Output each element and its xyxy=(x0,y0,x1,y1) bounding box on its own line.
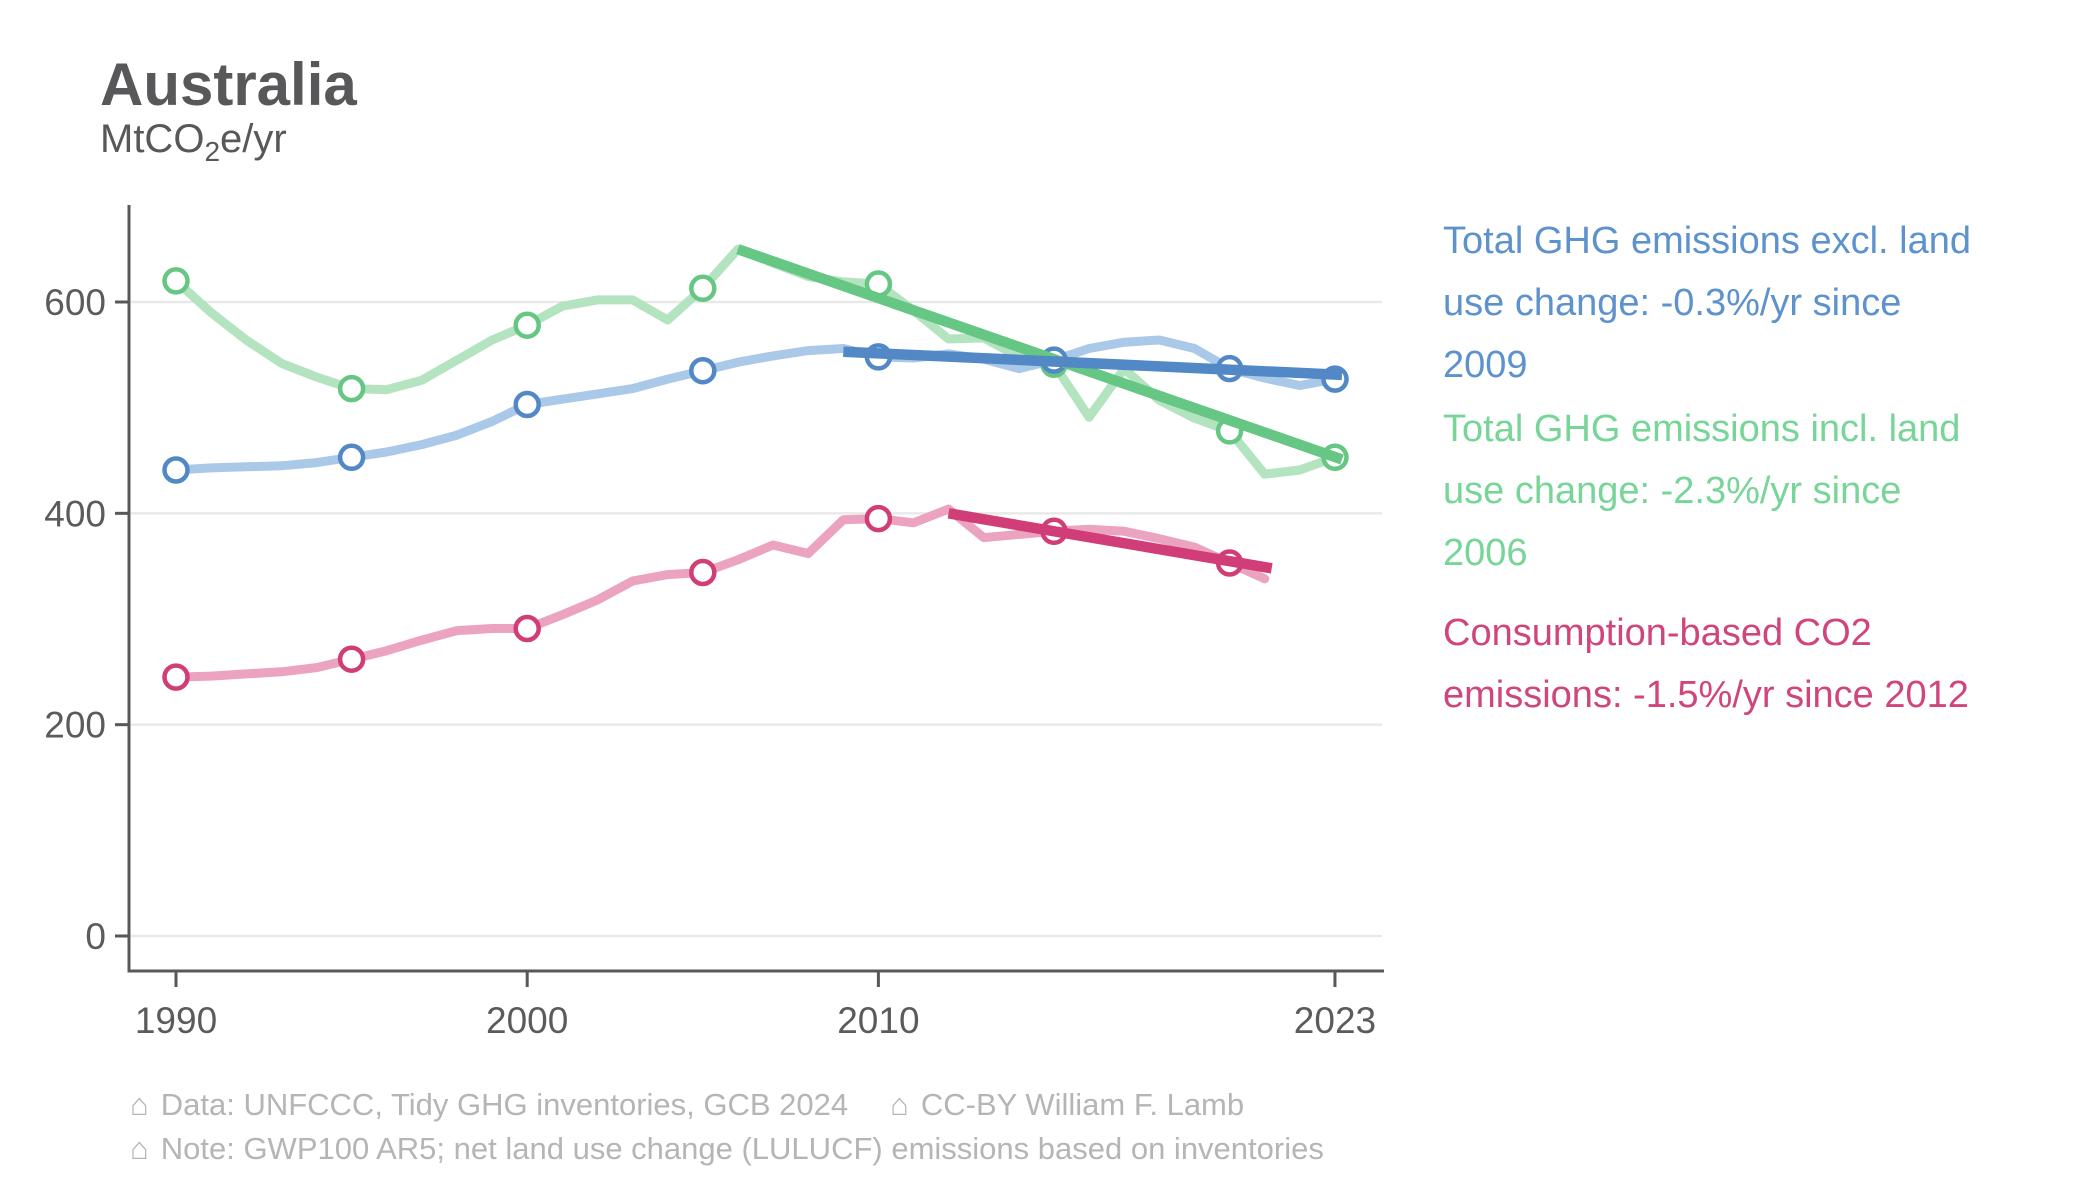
y-tick-label-600: 600 xyxy=(44,282,106,323)
unit-subscript: 2 xyxy=(204,136,221,167)
marker-total-ghg-emissions-incl-land-use-change-1995 xyxy=(337,374,366,403)
chart-title: Australia xyxy=(100,51,357,118)
legend-ghg-incl-land-use: Total GHG emissions incl. land use chang… xyxy=(1443,408,1961,574)
y-axis-ticks: 0 200 400 600 xyxy=(44,282,129,957)
axes xyxy=(127,205,1384,973)
data-line-total-ghg-emissions-excl-land-use-change xyxy=(171,335,1340,475)
marker-total-ghg-emissions-excl-land-use-change-2005 xyxy=(689,356,717,385)
unit-suffix: e/yr xyxy=(220,117,287,161)
house-icon: ⌂ xyxy=(890,1087,909,1122)
marker-total-ghg-emissions-incl-land-use-change-1990 xyxy=(162,267,190,295)
footer-notes: ⌂ Data: UNFCCC, Tidy GHG inventories, GCB… xyxy=(130,1083,1324,1171)
footer-note-text: Note: GWP100 AR5; net land use change (L… xyxy=(160,1131,1324,1166)
house-icon: ⌂ xyxy=(130,1087,149,1122)
x-tick-label-2023: 2023 xyxy=(1294,1000,1376,1041)
marker-consumption-based-co2-emissions-1995 xyxy=(337,645,366,673)
y-tick-label-200: 200 xyxy=(44,705,106,746)
marker-total-ghg-emissions-incl-land-use-change-2000 xyxy=(513,311,541,339)
trend-line-total-ghg-emissions-excl-land-use-change xyxy=(843,346,1343,381)
unit-prefix: MtCO xyxy=(100,117,205,161)
markers-consumption-based-co2-emissions xyxy=(162,504,1244,691)
trend-line-consumption-based-co2-emissions xyxy=(947,508,1273,574)
marker-consumption-based-co2-emissions-2000 xyxy=(513,614,541,643)
series-total-ghg-emissions-excl-land-use-change xyxy=(171,335,1340,475)
marker-total-ghg-emissions-excl-land-use-change-1990 xyxy=(162,456,190,484)
house-icon: ⌂ xyxy=(130,1131,149,1166)
x-tick-label-2010: 2010 xyxy=(837,1000,919,1041)
marker-consumption-based-co2-emissions-1990 xyxy=(162,663,190,691)
legend: Total GHG emissions excl. land use chang… xyxy=(1443,210,2100,726)
marker-total-ghg-emissions-excl-land-use-change-2000 xyxy=(513,390,541,419)
x-tick-label-1990: 1990 xyxy=(135,1000,217,1041)
marker-consumption-based-co2-emissions-2005 xyxy=(689,558,717,587)
y-tick-label-0: 0 xyxy=(85,916,106,957)
footer-line-note: ⌂ Note: GWP100 AR5; net land use change (… xyxy=(130,1127,1324,1171)
x-tick-label-2000: 2000 xyxy=(486,1000,568,1041)
x-axis-ticks: 1990 2000 2010 2023 xyxy=(135,971,1376,1041)
footer-data-credit: Data: UNFCCC, Tidy GHG inventories, GCB … xyxy=(160,1087,849,1122)
footer-license-credit: CC-BY William F. Lamb xyxy=(920,1087,1245,1122)
trend-line-total-ghg-emissions-incl-land-use-change xyxy=(736,244,1344,465)
marker-total-ghg-emissions-incl-land-use-change-2005 xyxy=(689,274,717,303)
markers-total-ghg-emissions-incl-land-use-change xyxy=(162,267,1349,472)
legend-consumption-co2: Consumption-based CO2 emissions: -1.5%/y… xyxy=(1443,612,1969,716)
footer-line-source: ⌂ Data: UNFCCC, Tidy GHG inventories, GCB… xyxy=(130,1083,1324,1127)
legend-ghg-excl-land-use: Total GHG emissions excl. land use chang… xyxy=(1443,220,1971,386)
marker-consumption-based-co2-emissions-2010 xyxy=(864,504,893,533)
gridlines xyxy=(131,300,1382,938)
chart-unit-label: MtCO2e/yr xyxy=(100,117,287,166)
y-tick-label-400: 400 xyxy=(44,493,106,534)
marker-total-ghg-emissions-excl-land-use-change-1995 xyxy=(337,443,366,472)
